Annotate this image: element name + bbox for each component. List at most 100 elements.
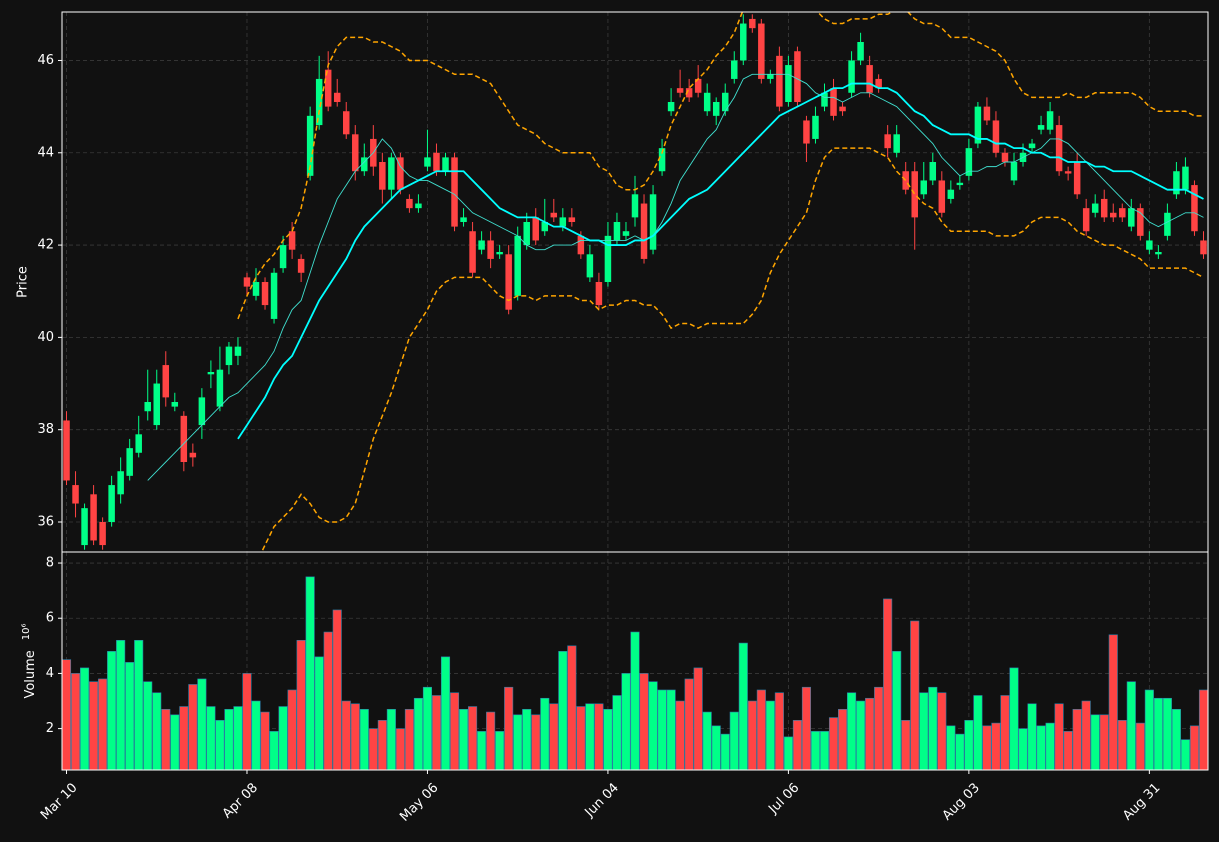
candle-body: [352, 134, 359, 172]
volume-bar: [504, 686, 514, 770]
volume-bar: [540, 697, 550, 770]
candle-body: [821, 92, 828, 107]
volume-bar: [711, 725, 721, 770]
volume-bar: [1072, 708, 1082, 770]
candle-body: [1064, 171, 1072, 174]
volume-bar: [134, 640, 144, 770]
volume-bar: [413, 697, 423, 770]
volume-bar: [910, 620, 920, 770]
volume-bar: [468, 706, 478, 770]
y-tick-label: 8: [46, 556, 54, 571]
candle-body: [243, 277, 251, 287]
y-tick-label: 6: [46, 611, 54, 626]
candle-body: [1046, 111, 1054, 130]
volume-bar: [459, 708, 469, 770]
volume-bar: [919, 692, 929, 770]
candle-body: [72, 485, 79, 504]
candle-body: [189, 452, 197, 458]
volume-bar: [260, 711, 270, 770]
candle-body: [595, 282, 603, 306]
volume-bar: [179, 706, 189, 770]
volume-bar: [828, 717, 839, 770]
volume-bar: [1081, 700, 1091, 770]
candle-body: [911, 171, 918, 218]
candle-body: [830, 88, 837, 116]
candle-body: [622, 231, 630, 236]
candle-body: [776, 55, 783, 107]
volume-bar: [486, 711, 496, 770]
candle-body: [108, 485, 115, 522]
candle-body: [469, 231, 476, 273]
axes-frame: [61, 551, 1209, 771]
volume-bar: [874, 686, 884, 770]
volume-bar: [693, 667, 703, 770]
volume-bar: [982, 725, 992, 770]
candle-body: [451, 157, 458, 227]
candle-body: [306, 115, 314, 176]
candle-body: [433, 152, 440, 172]
volume-bar: [765, 700, 775, 770]
y-tick-label: 38: [37, 422, 54, 437]
y-tick-label: 46: [37, 53, 54, 68]
candle-body: [1055, 125, 1063, 172]
moving-average-line: [237, 82, 1204, 440]
candle-body: [361, 157, 368, 172]
moving-average-line: [147, 73, 1204, 481]
candle-body: [658, 148, 666, 172]
candle-body: [1200, 240, 1207, 255]
candle-body: [794, 51, 801, 102]
volume-bar: [585, 703, 595, 770]
candle-body: [270, 272, 278, 319]
candle-body: [938, 180, 946, 213]
candle-body: [207, 372, 215, 375]
volume-bar: [449, 692, 460, 770]
candle-body: [514, 235, 521, 296]
candle-body: [1082, 208, 1090, 232]
volume-bar: [522, 708, 532, 770]
candle-body: [884, 134, 891, 149]
candle-body: [1073, 162, 1081, 195]
volume-bar: [116, 640, 126, 770]
candle-body: [758, 23, 765, 79]
candle-body: [162, 365, 170, 398]
volume-bar: [431, 695, 442, 770]
candle-body: [81, 508, 88, 546]
candle-body: [604, 235, 612, 282]
volume-bar: [215, 720, 225, 770]
volume-bar: [549, 703, 559, 770]
volume-bar: [188, 684, 198, 770]
volume-bar: [1063, 731, 1073, 770]
candle-body: [252, 282, 260, 296]
candle-body: [1191, 185, 1198, 232]
candle-body: [731, 60, 738, 79]
candle-body: [424, 157, 431, 167]
y-axis-label: Price: [16, 266, 31, 298]
volume-bar: [847, 692, 857, 770]
candle-body: [1100, 198, 1108, 218]
y-tick-label: 42: [37, 238, 54, 253]
candle-body: [135, 434, 142, 453]
candle-body: [144, 402, 151, 412]
volume-bar: [495, 731, 505, 770]
candle-body: [388, 157, 395, 190]
candle-body: [568, 217, 576, 222]
candle-body: [342, 111, 350, 135]
candle-body: [1164, 212, 1171, 236]
candle-body: [685, 88, 693, 98]
volume-bar: [801, 686, 811, 770]
candle-body: [288, 231, 296, 250]
volume-bar: [946, 725, 956, 770]
candle-body: [893, 134, 900, 153]
candle-body: [767, 74, 774, 79]
volume-bar: [639, 673, 649, 770]
volume-bar: [197, 678, 207, 770]
volume-bar: [955, 733, 965, 770]
volume-bar: [567, 645, 577, 770]
volume-bar: [161, 708, 171, 770]
candle-body: [333, 92, 341, 102]
candle-body: [99, 522, 106, 546]
volume-bar: [621, 673, 631, 770]
volume-bar: [170, 714, 180, 770]
volume-bar: [594, 703, 604, 770]
candle-body: [640, 203, 648, 259]
